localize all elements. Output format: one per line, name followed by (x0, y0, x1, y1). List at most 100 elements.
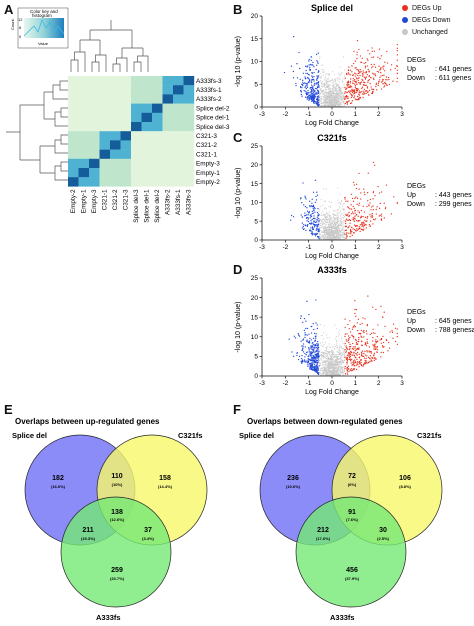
unchanged-point (318, 58, 320, 60)
down-point (298, 334, 300, 336)
unchanged-point (326, 337, 328, 339)
unchanged-point (320, 219, 322, 221)
unchanged-point (322, 90, 324, 92)
up-point (366, 217, 368, 219)
unchanged-point (330, 232, 332, 234)
unchanged-point (336, 347, 338, 349)
unchanged-point (331, 369, 334, 371)
unchanged-point (340, 97, 342, 99)
heatmap-cell (162, 168, 174, 178)
up-point (364, 318, 366, 320)
venn-f-pct-3: (7.6%) (346, 517, 358, 522)
down-point (300, 197, 302, 199)
down-point (301, 201, 303, 204)
up-point (362, 96, 364, 99)
down-point (314, 356, 316, 358)
up-point (355, 364, 358, 366)
unchanged-point (319, 227, 321, 229)
up-point (382, 80, 384, 82)
unchanged-point (326, 217, 328, 219)
up-point (392, 337, 394, 339)
up-point (367, 59, 369, 61)
heatmap-cell (68, 158, 79, 169)
down-point (312, 223, 315, 225)
down-point (314, 97, 316, 99)
down-point (308, 80, 310, 83)
unchanged-point (340, 347, 342, 349)
down-point (306, 300, 308, 302)
up-point (356, 87, 358, 90)
up-point (353, 96, 355, 99)
unchanged-point (343, 84, 345, 86)
unchanged-point (323, 93, 325, 95)
up-point (358, 340, 360, 343)
unchanged-point (343, 360, 345, 362)
down-point (312, 61, 314, 64)
unchanged-point (328, 102, 330, 104)
venn-f-label-splice: Splice del (239, 431, 274, 440)
unchanged-point (325, 364, 327, 366)
unchanged-point (328, 218, 330, 220)
up-point (372, 56, 375, 58)
up-point (360, 329, 363, 332)
up-point (385, 206, 387, 208)
up-point (348, 341, 350, 344)
up-point (363, 363, 365, 365)
unchanged-point (323, 233, 326, 235)
unchanged-point (342, 361, 344, 364)
up-point (353, 324, 355, 327)
down-point (308, 58, 310, 61)
up-point (380, 215, 383, 217)
up-point (374, 194, 376, 197)
unchanged-point (322, 68, 324, 70)
unchanged-point (334, 93, 336, 95)
x-tick-label: -1 (306, 244, 312, 251)
heatmap-cell (183, 85, 195, 95)
down-point (300, 91, 302, 93)
x-tick-label: 3 (400, 244, 404, 251)
unchanged-point (340, 367, 342, 370)
down-point (318, 219, 320, 222)
heatmap-cell (78, 168, 90, 178)
up-point (363, 191, 365, 193)
down-point (303, 329, 306, 332)
up-point (350, 96, 352, 99)
heatmap-cell (120, 112, 132, 123)
down-point (304, 332, 306, 334)
down-point (304, 85, 307, 87)
up-point (387, 77, 390, 79)
up-point (365, 330, 368, 332)
up-point (363, 355, 365, 358)
unchanged-point (334, 227, 336, 229)
heatmap-cell (173, 177, 184, 187)
up-point (370, 76, 372, 79)
up-point (372, 357, 374, 359)
up-point (347, 207, 350, 209)
up-point (368, 70, 370, 72)
unchanged-point (324, 228, 326, 230)
unchanged-point (330, 80, 332, 82)
up-point (369, 198, 372, 201)
heatmap-cell (120, 177, 132, 187)
down-point (312, 232, 314, 235)
up-point (351, 102, 353, 104)
down-point (315, 346, 318, 349)
venn-f-n-2: 106 (399, 475, 411, 482)
unchanged-point (319, 89, 321, 91)
unchanged-point (321, 92, 323, 94)
down-point (312, 341, 314, 344)
unchanged-point (320, 323, 322, 325)
unchanged-point (319, 208, 321, 210)
up-point (354, 86, 357, 88)
unchanged-point (321, 236, 323, 238)
down-point (316, 343, 318, 345)
up-point (380, 81, 383, 83)
unchanged-point (329, 234, 331, 236)
down-point (313, 93, 316, 95)
heatmap-cell (131, 103, 142, 113)
unchanged-point (337, 360, 339, 362)
unchanged-point (320, 372, 322, 375)
down-point (307, 220, 310, 223)
unchanged-point (340, 235, 342, 238)
up-point (360, 209, 363, 212)
